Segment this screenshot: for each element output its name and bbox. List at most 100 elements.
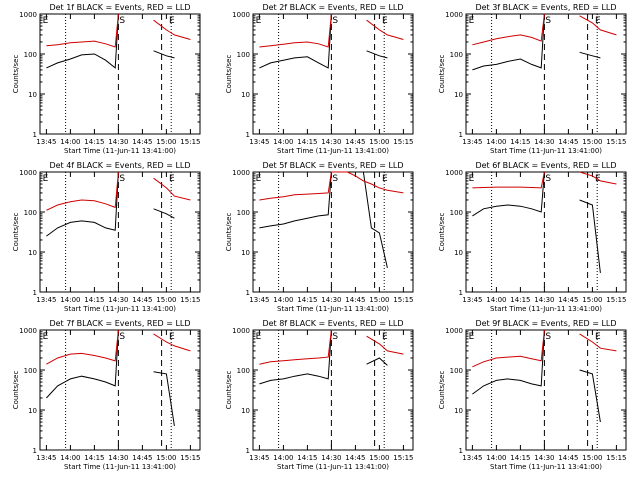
panel-9: Det 9f BLACK = Events, RED = LLD 1 10 100 10… (438, 319, 627, 471)
x-axis-label: Start Time (11-Jun-11 13:41:00) (490, 147, 602, 155)
panel-5: Det 5f BLACK = Events, RED = LLD 1 10 100 10… (225, 161, 414, 313)
x-tick-label: 14:15 (510, 138, 530, 146)
y-axis-label: Counts/sec (438, 371, 446, 410)
x-tick-label: 15:15 (606, 138, 626, 146)
plot-frame (39, 13, 201, 135)
x-tick-label: 15:15 (180, 138, 200, 146)
y-tick-label: 1 (246, 131, 250, 139)
x-axis-label: Start Time (11-Jun-11 13:41:00) (64, 147, 176, 155)
x-tick-label: 15:15 (393, 296, 413, 304)
x-tick-label: 14:15 (510, 454, 530, 462)
segment-marker: E (256, 16, 262, 26)
x-tick-label: 14:45 (132, 296, 152, 304)
y-tick-label: 100 (24, 209, 37, 217)
segment-marker: E (256, 332, 262, 342)
segment-marker: E (382, 332, 388, 342)
y-tick-label: 100 (450, 367, 463, 375)
plot-frame (252, 13, 414, 135)
x-axis-label: Start Time (11-Jun-11 13:41:00) (277, 463, 389, 471)
segment-marker: E (169, 174, 175, 184)
y-tick-label: 100 (237, 367, 250, 375)
y-tick-label: 1 (459, 131, 463, 139)
y-tick-label: 1 (33, 131, 37, 139)
y-tick-label: 100 (237, 209, 250, 217)
segment-marker: E (256, 174, 262, 184)
x-tick-label: 14:45 (345, 138, 365, 146)
y-axis-label: Counts/sec (438, 55, 446, 94)
plot-frame (39, 171, 201, 293)
panel-title: Det 8f BLACK = Events, RED = LLD (262, 319, 403, 328)
segment-marker: E (469, 332, 475, 342)
events-series-line (472, 13, 601, 71)
segment-marker: E (382, 16, 388, 26)
panel-title: Det 9f BLACK = Events, RED = LLD (475, 319, 616, 328)
lld-series-line (259, 329, 404, 365)
segment-marker: S (332, 174, 338, 184)
lld-series-line (259, 171, 404, 201)
x-tick-label: 14:15 (297, 454, 317, 462)
panel-4: Det 4f BLACK = Events, RED = LLD 1 10 100 10… (12, 161, 201, 313)
segment-marker: S (545, 16, 551, 26)
x-tick-label: 14:15 (84, 454, 104, 462)
x-axis-label: Start Time (11-Jun-11 13:41:00) (490, 463, 602, 471)
panel-title: Det 5f BLACK = Events, RED = LLD (262, 161, 403, 170)
x-tick-label: 14:00 (60, 296, 80, 304)
x-axis-label: Start Time (11-Jun-11 13:41:00) (277, 305, 389, 313)
panel-3: Det 3f BLACK = Events, RED = LLD 1 10 100 10… (438, 3, 627, 155)
x-tick-label: 15:00 (156, 296, 176, 304)
panel-2: Det 2f BLACK = Events, RED = LLD 1 10 100 10… (225, 3, 414, 155)
x-tick-label: 14:00 (273, 454, 293, 462)
segment-marker: E (43, 174, 49, 184)
x-axis-label: Start Time (11-Jun-11 13:41:00) (490, 305, 602, 313)
plot-frame (252, 329, 414, 451)
x-tick-label: 14:30 (534, 138, 554, 146)
segment-marker: S (119, 332, 125, 342)
y-tick-label: 10 (28, 407, 37, 415)
x-tick-label: 14:45 (132, 454, 152, 462)
x-tick-label: 15:15 (393, 138, 413, 146)
x-tick-label: 14:45 (558, 138, 578, 146)
lld-series-line (472, 171, 617, 189)
x-tick-label: 14:15 (510, 296, 530, 304)
x-tick-label: 14:15 (84, 296, 104, 304)
y-tick-label: 10 (241, 249, 250, 257)
x-tick-label: 15:15 (180, 296, 200, 304)
plot-frame (465, 13, 627, 135)
x-tick-label: 14:30 (108, 454, 128, 462)
y-tick-label: 1000 (232, 11, 250, 19)
x-tick-label: 13:45 (249, 296, 269, 304)
segment-marker: E (169, 16, 175, 26)
events-series-line (472, 171, 601, 273)
x-tick-label: 15:00 (582, 454, 602, 462)
y-tick-label: 1 (246, 447, 250, 455)
x-axis-label: Start Time (11-Jun-11 13:41:00) (64, 305, 176, 313)
x-tick-label: 14:15 (84, 138, 104, 146)
panel-title: Det 2f BLACK = Events, RED = LLD (262, 3, 403, 12)
x-tick-label: 14:00 (273, 296, 293, 304)
y-axis-label: Counts/sec (225, 371, 233, 410)
y-tick-label: 1 (246, 289, 250, 297)
x-tick-label: 14:30 (534, 454, 554, 462)
x-tick-label: 15:15 (393, 454, 413, 462)
y-tick-label: 1 (459, 447, 463, 455)
x-axis-label: Start Time (11-Jun-11 13:41:00) (64, 463, 176, 471)
segment-marker: E (43, 332, 49, 342)
x-tick-label: 14:45 (558, 454, 578, 462)
x-tick-label: 14:00 (486, 138, 506, 146)
segment-marker: S (332, 332, 338, 342)
x-tick-label: 13:45 (462, 296, 482, 304)
x-tick-label: 14:30 (321, 138, 341, 146)
y-tick-label: 1000 (19, 327, 37, 335)
y-tick-label: 10 (454, 407, 463, 415)
segment-marker: E (469, 16, 475, 26)
x-tick-label: 14:00 (486, 454, 506, 462)
x-tick-label: 15:15 (606, 296, 626, 304)
panel-title: Det 1f BLACK = Events, RED = LLD (49, 3, 190, 12)
y-tick-label: 10 (28, 249, 37, 257)
panel-8: Det 8f BLACK = Events, RED = LLD 1 10 100 10… (225, 319, 414, 471)
x-tick-label: 15:15 (180, 454, 200, 462)
y-axis-label: Counts/sec (225, 213, 233, 252)
plot-frame (39, 329, 201, 451)
segment-marker: S (332, 16, 338, 26)
